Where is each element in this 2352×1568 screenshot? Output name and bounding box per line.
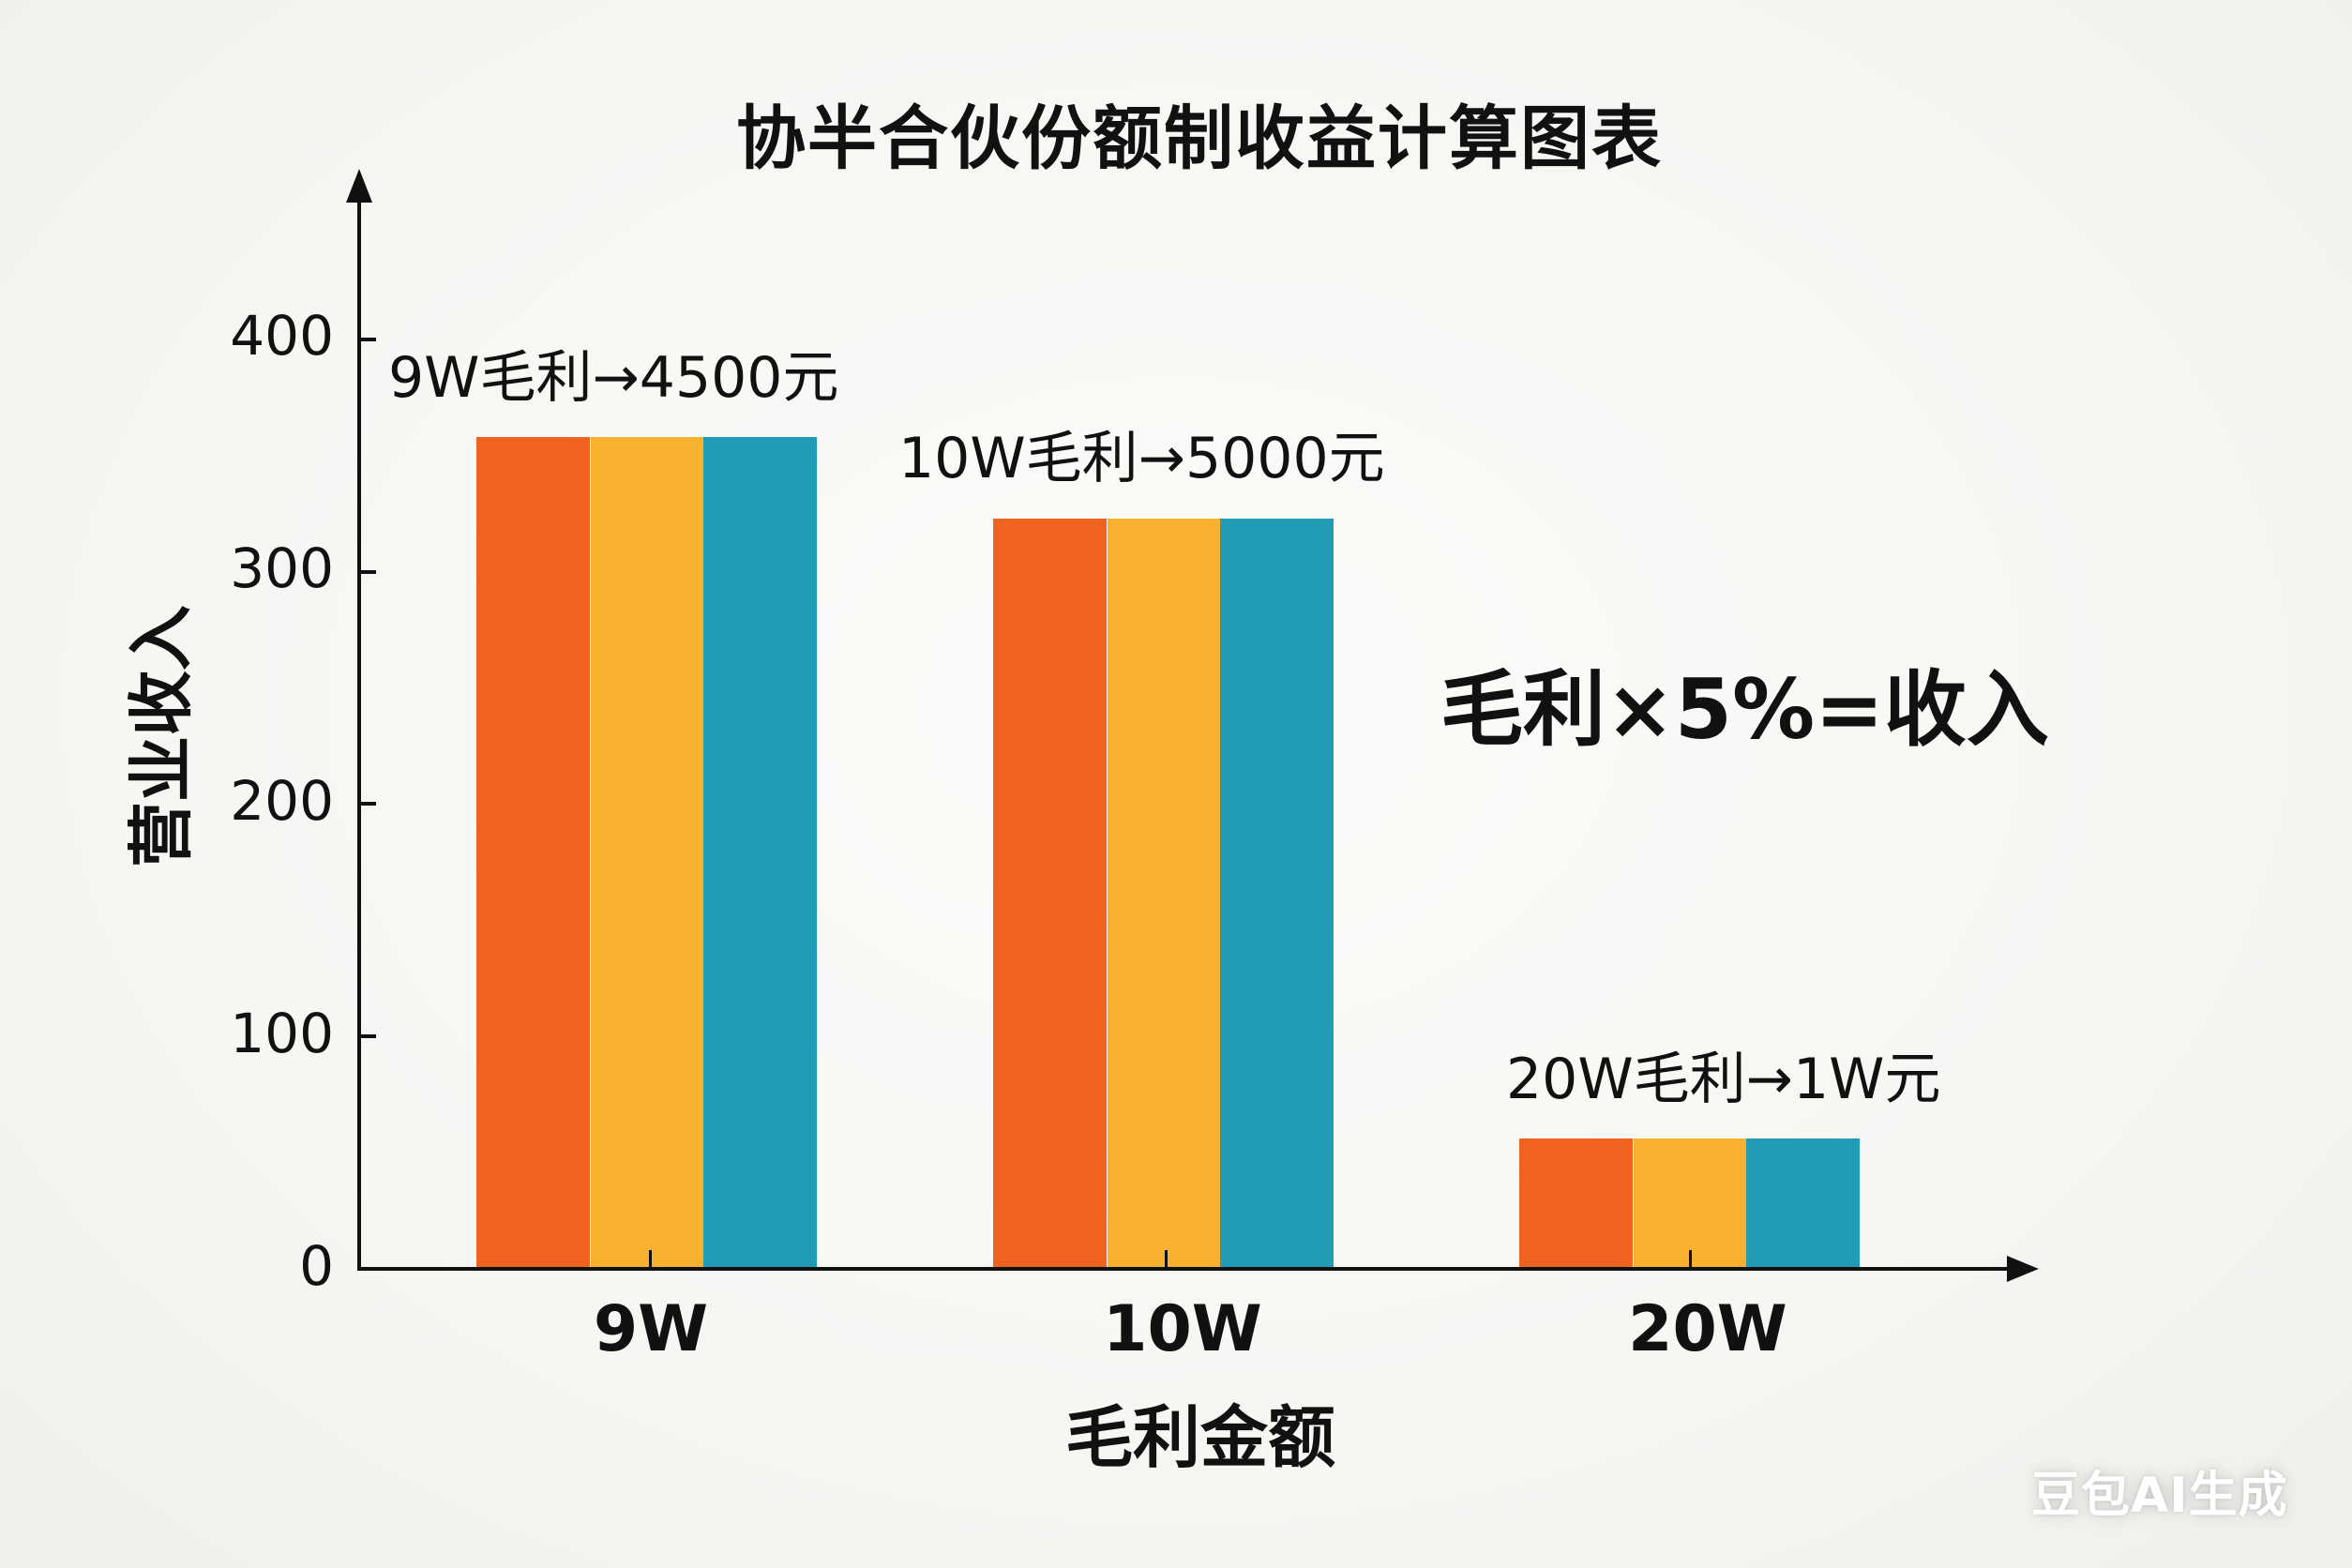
x-tick-label: 10W [1103, 1292, 1262, 1366]
bar-9W-series-3 [703, 437, 817, 1269]
bar-9W-series-2 [591, 437, 705, 1269]
bar-20W-series-3 [1746, 1138, 1860, 1269]
x-tick [649, 1250, 652, 1269]
watermark: 豆包AI生成 [2031, 1468, 2288, 1524]
bar-20W-series-2 [1634, 1138, 1748, 1269]
y-tick [359, 338, 376, 341]
x-tick-label: 9W [593, 1292, 709, 1366]
y-tick [359, 570, 376, 574]
y-tick-label: 100 [230, 1002, 334, 1065]
y-tick [359, 802, 376, 806]
chart-title: 协半合伙份额制收益计算图表 [736, 98, 1663, 179]
x-tick [1689, 1250, 1692, 1269]
x-axis-arrow-icon [2007, 1256, 2039, 1282]
formula-text: 毛利×5%=收入 [1440, 661, 2049, 758]
bar-20W-series-1 [1519, 1138, 1633, 1269]
y-axis-line [357, 192, 361, 1271]
annotation-10w: 10W毛利→5000元 [898, 426, 1385, 491]
bar-10W-series-1 [993, 518, 1107, 1269]
x-axis-line [357, 1267, 2017, 1271]
y-tick-label: 0 [299, 1234, 334, 1298]
bar-9W-series-1 [476, 437, 590, 1269]
y-axis-arrow-icon [346, 169, 372, 203]
bar-10W-series-3 [1220, 518, 1334, 1269]
y-tick-label: 200 [230, 769, 334, 833]
x-tick [1165, 1250, 1168, 1269]
y-tick-label: 400 [230, 304, 334, 368]
x-axis-title: 毛利金额 [1064, 1398, 1335, 1477]
y-tick-label: 300 [230, 536, 334, 600]
annotation-20w: 20W毛利→1W元 [1506, 1047, 1941, 1112]
bar-10W-series-2 [1108, 518, 1222, 1269]
annotation-9w: 9W毛利→4500元 [388, 345, 839, 411]
y-axis-title: 营业收入 [123, 605, 200, 867]
x-tick-label: 20W [1628, 1292, 1787, 1366]
y-tick [359, 1034, 376, 1038]
